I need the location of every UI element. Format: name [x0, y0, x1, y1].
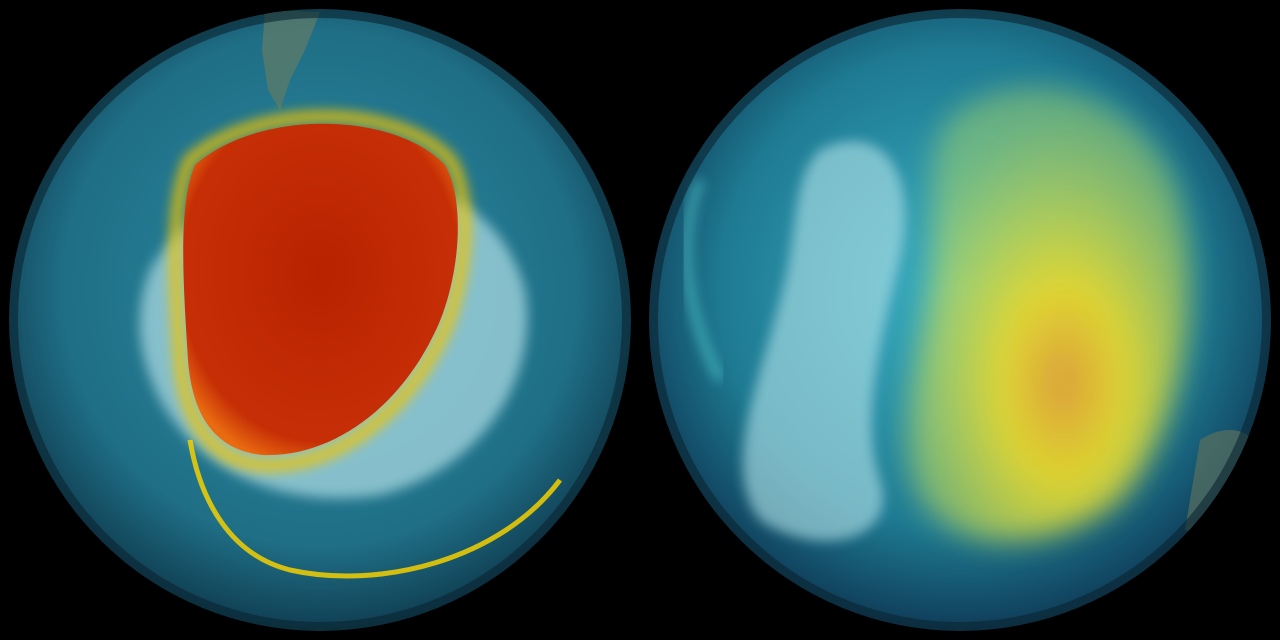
ozone-hole-core	[183, 123, 458, 456]
south-america-landmass	[262, 10, 320, 110]
antarctica-ice	[742, 141, 906, 541]
vortex-edge-band	[187, 439, 562, 579]
right-globe	[649, 9, 1271, 631]
ozone-vortex	[907, 87, 1191, 542]
left-globe	[9, 9, 631, 631]
vortex-arm	[682, 178, 724, 382]
vortex-edge	[169, 110, 471, 472]
